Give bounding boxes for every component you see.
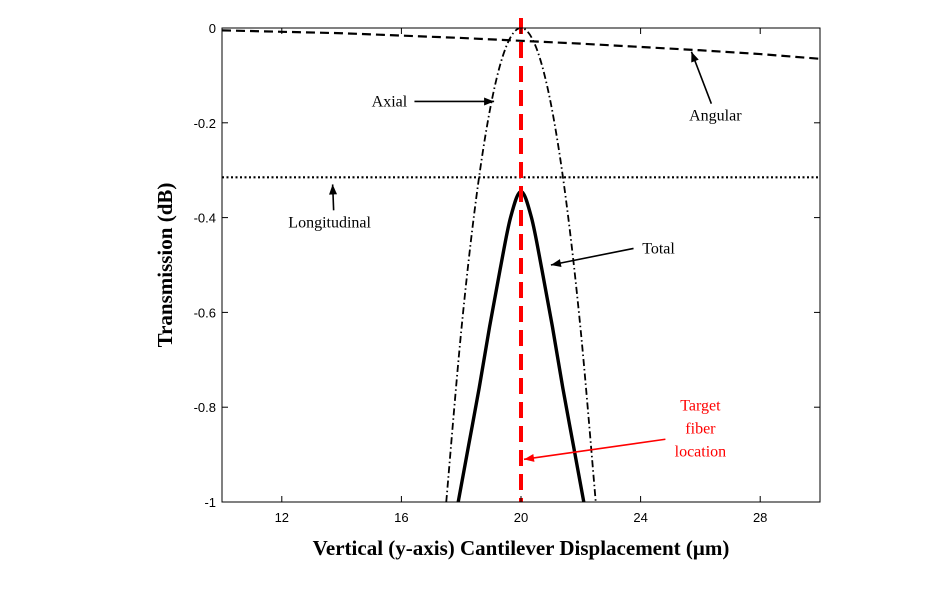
x-tick-label-28: 28 [753, 510, 767, 525]
annotation-total: Total [550, 240, 675, 267]
annotation-longitudinal: Longitudinal [288, 184, 372, 231]
arrow-line [523, 438, 666, 461]
annotation-angular: Angular [689, 51, 742, 125]
annotation-text: Axial [372, 93, 408, 110]
y-tick-label-5: -1 [204, 495, 216, 510]
x-tick-label-24: 24 [633, 510, 647, 525]
annotation-line-location: location [675, 443, 727, 460]
x-tick-label-16: 16 [394, 510, 408, 525]
y-tick-label-3: -0.6 [194, 305, 216, 320]
x-tick-label-12: 12 [275, 510, 289, 525]
y-tick-label-0: 0 [209, 21, 216, 36]
x-tick-label-20: 20 [514, 510, 528, 525]
annotation-text: Longitudinal [288, 214, 371, 231]
arrow-head [329, 184, 338, 195]
y-tick-label-4: -0.8 [194, 400, 216, 415]
x-axis-title: Vertical (y-axis) Cantilever Displacemen… [313, 536, 730, 560]
y-axis-title: Transmission (dB) [153, 183, 177, 348]
annotation-target-fiber-location: Target fiber location [523, 397, 727, 462]
arrow-line [550, 247, 634, 266]
annotation-text: Total [642, 240, 675, 257]
arrow-head [484, 97, 495, 106]
annotation-line-target: Target [680, 397, 721, 414]
annotation-layer: Axial Angular Longitudinal Total Target fiber… [288, 51, 742, 462]
annotation-text: Angular [689, 108, 742, 125]
annotation-axial: Axial [372, 93, 495, 110]
arrow-head [691, 51, 699, 63]
annotation-line-fiber: fiber [685, 420, 716, 437]
arrow-head [550, 259, 562, 267]
y-tick-label-1: -0.2 [194, 116, 216, 131]
tick-layer: 12 16 20 24 28 0 -0.2 -0.4 -0.6 -0.8 -1 [194, 21, 820, 525]
arrow-head [523, 453, 535, 462]
y-tick-label-2: -0.4 [194, 211, 216, 226]
series-angular [222, 29, 820, 60]
